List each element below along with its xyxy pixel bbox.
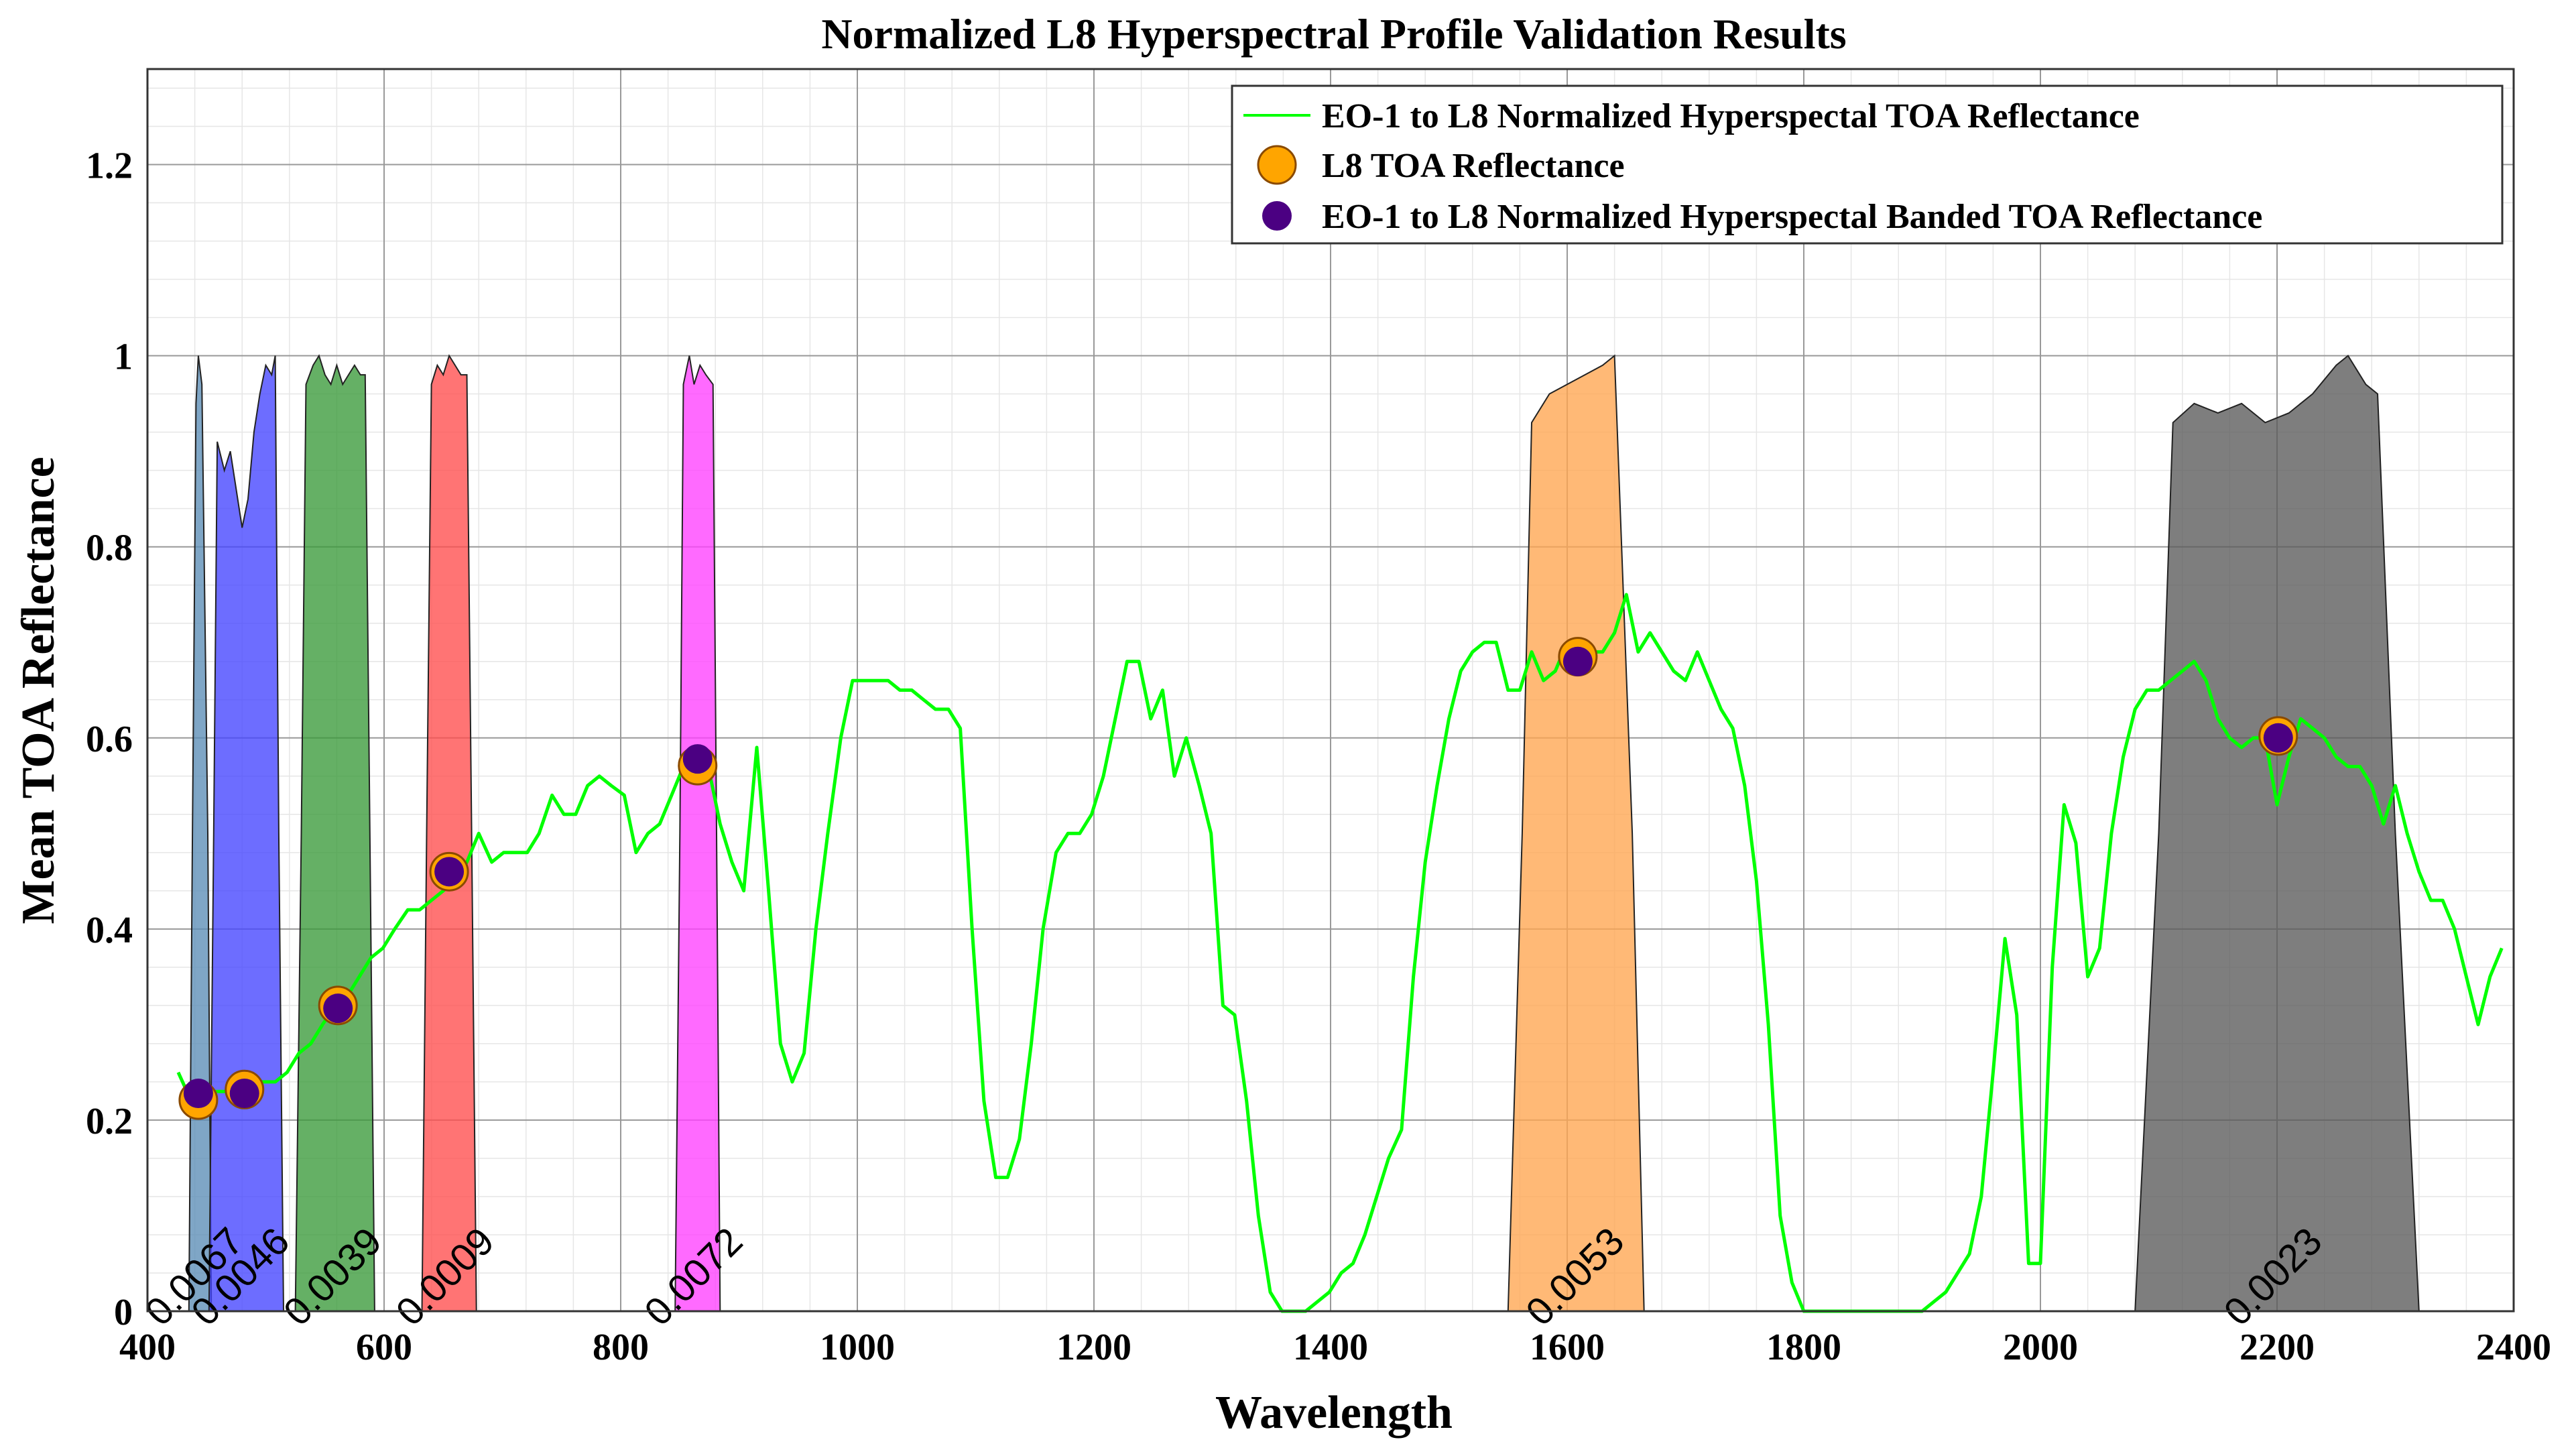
x-tick-label: 2200 xyxy=(2240,1327,2315,1368)
y-tick-label: 0.4 xyxy=(86,910,133,951)
banded-point xyxy=(323,993,353,1024)
x-tick-label: 600 xyxy=(356,1327,412,1368)
legend: EO-1 to L8 Normalized Hyperspectal TOA R… xyxy=(1231,84,2504,245)
y-tick-label: 1 xyxy=(114,337,133,378)
x-tick-label: 1800 xyxy=(1766,1327,1841,1368)
band-swir2-area xyxy=(2134,355,2420,1312)
chart-title: Normalized L8 Hyperspectral Profile Vali… xyxy=(821,10,1846,58)
banded-point xyxy=(183,1079,213,1109)
banded-point xyxy=(2263,723,2293,753)
legend-box xyxy=(1231,84,2504,245)
band-coastal-area xyxy=(188,355,212,1312)
band-blue-area xyxy=(208,355,285,1312)
y-axis-label: Mean TOA Reflectance xyxy=(13,457,64,924)
x-tick-label: 1200 xyxy=(1056,1327,1131,1368)
y-tick-labels: 0 0.2 0.4 0.6 0.8 1 1.2 xyxy=(86,145,133,1333)
banded-point xyxy=(434,857,465,887)
x-tick-label: 1600 xyxy=(1530,1327,1605,1368)
band-swir1-area xyxy=(1507,354,1645,1312)
banded-point xyxy=(229,1079,259,1109)
x-tick-label: 2400 xyxy=(2476,1327,2551,1368)
hyperspectral-line xyxy=(176,593,2504,1313)
banded-point xyxy=(682,744,713,774)
y-tick-label: 0.8 xyxy=(86,528,133,569)
legend-entry-l8: L8 TOA Reflectance xyxy=(1322,147,1625,185)
y-tick-label: 1.2 xyxy=(86,145,133,187)
x-tick-label: 2000 xyxy=(2003,1327,2078,1368)
x-tick-label: 1400 xyxy=(1293,1327,1368,1368)
legend-l8-swatch xyxy=(1257,145,1297,185)
legend-entry-hyperspectral: EO-1 to L8 Normalized Hyperspectal TOA R… xyxy=(1322,97,2140,135)
x-axis-label: Wavelength xyxy=(1215,1387,1453,1439)
x-tick-label: 1000 xyxy=(820,1327,895,1368)
x-tick-label: 400 xyxy=(119,1327,176,1368)
x-tick-labels: 400 600 800 1000 1200 1400 1600 1800 2000 2200 240… xyxy=(119,1327,2551,1368)
band-red-area xyxy=(421,354,477,1312)
bands-layer xyxy=(188,354,2420,1312)
y-tick-label: 0.2 xyxy=(86,1101,133,1142)
x-tick-label: 800 xyxy=(593,1327,649,1368)
banded-point xyxy=(1562,646,1593,676)
band-green-area xyxy=(294,354,375,1312)
y-tick-label: 0 xyxy=(114,1292,133,1333)
line-layer xyxy=(176,593,2504,1313)
legend-entry-banded: EO-1 to L8 Normalized Hyperspectal Bande… xyxy=(1322,198,2262,236)
band-nir-area xyxy=(674,355,721,1312)
legend-banded-swatch xyxy=(1262,201,1292,231)
markers-layer xyxy=(178,637,2298,1120)
plot-frame xyxy=(146,68,2515,1313)
y-tick-label: 0.6 xyxy=(86,719,133,760)
